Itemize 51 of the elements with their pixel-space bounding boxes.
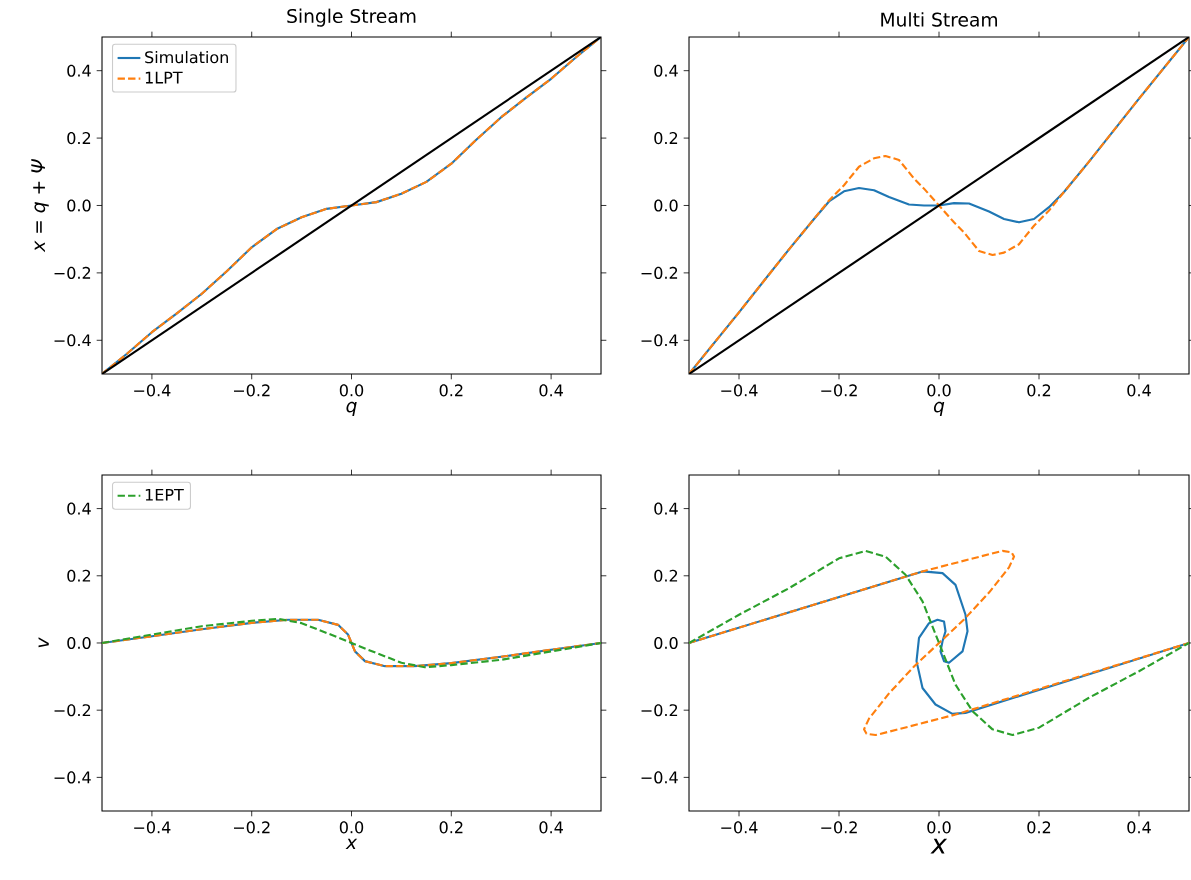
y-tick-label: −0.2 [641, 704, 678, 717]
y-tick-label: 0.0 [67, 636, 91, 650]
y-tick-label: −0.4 [54, 771, 91, 784]
y-tick-label: 0.0 [654, 636, 678, 650]
x-axis-title: x [345, 838, 358, 850]
x-tick-label: 0.4 [1127, 821, 1151, 834]
y-tick-label: 0.4 [67, 502, 91, 515]
x-tick-label: −0.2 [821, 384, 857, 397]
legend-label: 1EPT [145, 488, 184, 501]
chart-title: Single Stream [287, 8, 416, 27]
x-tick-label: 0.2 [439, 821, 463, 834]
y-tick-label: 0.4 [67, 64, 91, 77]
y-axis-title: x = q + Ψ [31, 158, 49, 253]
legend-label: Simulation [145, 50, 228, 64]
y-tick-label: 0.2 [67, 132, 91, 145]
x-tick-label: −0.2 [821, 821, 857, 834]
y-tick-label: 0.0 [654, 199, 678, 212]
x-tick-label: −0.2 [233, 384, 270, 397]
x-tick-label: −0.2 [233, 821, 270, 834]
x-tick-label: −0.4 [721, 821, 758, 834]
y-tick-label: 0.4 [654, 64, 678, 77]
x-axis-title: x [930, 838, 948, 854]
y-tick-label: −0.2 [54, 704, 91, 717]
x-tick-label: 0.0 [339, 384, 364, 397]
y-tick-label: −0.4 [641, 771, 678, 784]
x-axis-title: q [933, 401, 945, 417]
x-tick-label: 0.0 [339, 821, 364, 834]
y-tick-label: −0.2 [54, 266, 91, 279]
x-tick-label: 0.2 [1027, 821, 1051, 834]
y-tick-label: −0.4 [641, 334, 678, 347]
x-tick-label: −0.4 [134, 384, 171, 397]
legend-label: 1LPT [145, 71, 183, 84]
y-tick-label: −0.2 [641, 266, 678, 279]
x-tick-label: 0.0 [927, 821, 951, 834]
x-tick-label: 0.2 [1027, 384, 1051, 397]
x-tick-label: 0.2 [439, 384, 463, 397]
y-tick-label: 0.4 [654, 502, 678, 515]
x-axis-title: q [346, 401, 357, 417]
chart-title: Multi Stream [881, 12, 997, 27]
x-tick-label: 0.0 [927, 384, 951, 397]
y-tick-label: 0.2 [654, 569, 678, 582]
y-axis-title: v [38, 637, 49, 648]
x-tick-label: 0.4 [539, 384, 563, 397]
x-tick-label: 0.4 [1127, 384, 1151, 397]
x-tick-label: 0.4 [539, 821, 563, 834]
x-tick-label: −0.4 [721, 384, 758, 397]
y-tick-label: 0.2 [654, 132, 678, 145]
y-tick-label: −0.4 [54, 334, 91, 347]
x-tick-label: −0.4 [134, 821, 171, 834]
y-tick-label: 0.2 [67, 569, 91, 582]
y-tick-label: 0.0 [67, 199, 91, 212]
